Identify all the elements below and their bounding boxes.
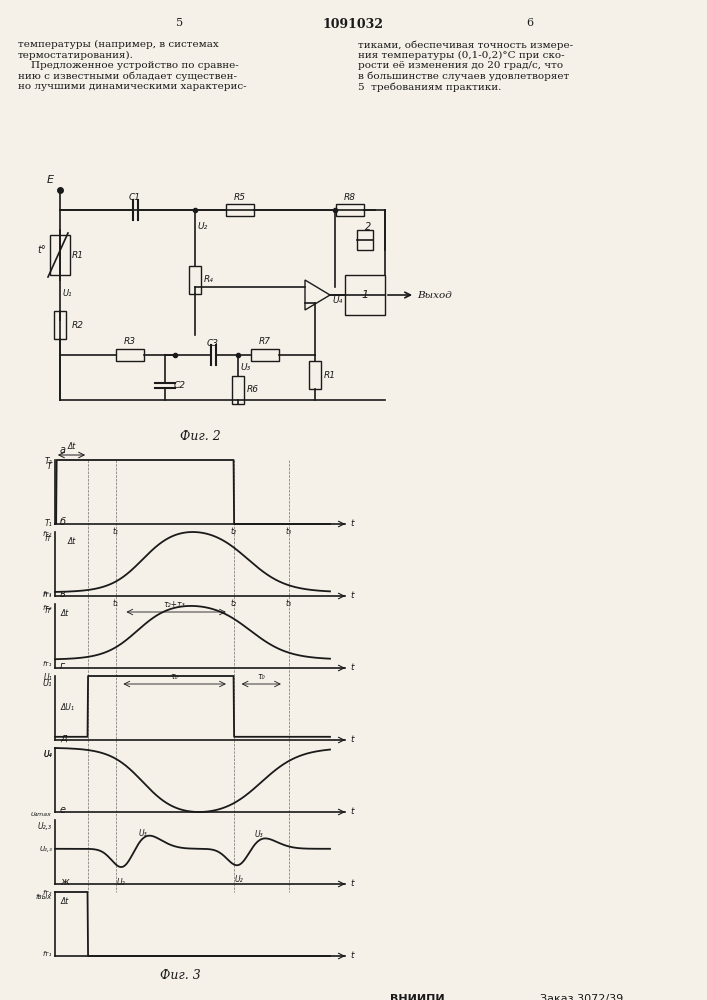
Text: U₂,₃: U₂,₃ <box>38 822 52 831</box>
Text: t: t <box>350 520 354 528</box>
Text: U₂: U₂ <box>117 878 125 887</box>
Text: U₁: U₁ <box>42 679 52 688</box>
Bar <box>50 235 70 275</box>
Text: R8: R8 <box>344 192 356 202</box>
Text: д: д <box>60 733 66 743</box>
Text: U₄: U₄ <box>43 750 52 759</box>
Text: U₂: U₂ <box>197 222 207 231</box>
Text: тиками, обеспечивая точность измере-
ния температуры (0,1-0,2)°С при ско-
рости : тиками, обеспечивая точность измере- ния… <box>358 40 573 92</box>
Text: t₁: t₁ <box>112 599 119 608</box>
Text: U₃: U₃ <box>240 363 250 372</box>
Text: a: a <box>60 445 66 455</box>
Bar <box>189 266 201 294</box>
Text: U₂,₃: U₂,₃ <box>39 846 52 852</box>
Text: t₃: t₃ <box>286 527 292 536</box>
Text: Δt: Δt <box>60 609 69 618</box>
Text: fт₂: fт₂ <box>42 605 52 611</box>
Text: U₄: U₄ <box>332 296 342 305</box>
Text: ж: ж <box>60 877 69 887</box>
Text: C2: C2 <box>174 380 186 389</box>
Bar <box>54 311 66 339</box>
Text: fт: fт <box>45 534 52 543</box>
Text: fт₁: fт₁ <box>42 592 52 598</box>
Bar <box>116 349 144 361</box>
Text: 6: 6 <box>527 18 534 28</box>
Text: T₁: T₁ <box>45 518 52 528</box>
Text: е: е <box>60 805 66 815</box>
Text: в: в <box>60 589 66 599</box>
Text: U₃: U₃ <box>139 829 147 838</box>
Text: г: г <box>60 661 65 671</box>
Text: Δt: Δt <box>67 537 76 546</box>
Text: fт₁: fт₁ <box>42 661 52 667</box>
Text: R1: R1 <box>72 250 84 259</box>
Text: U₄max: U₄max <box>31 812 52 818</box>
Bar <box>309 361 321 389</box>
Text: τ₀: τ₀ <box>171 672 178 681</box>
Text: R1: R1 <box>324 370 336 379</box>
Text: Δt: Δt <box>60 897 69 906</box>
Text: T: T <box>47 462 52 471</box>
Text: T₂: T₂ <box>45 456 52 466</box>
Text: fт₂: fт₂ <box>42 890 52 896</box>
Text: б: б <box>60 517 66 527</box>
Text: 1: 1 <box>361 290 368 300</box>
Text: t: t <box>350 880 354 888</box>
Bar <box>336 204 364 216</box>
Text: U₁: U₁ <box>63 288 73 298</box>
Bar <box>251 349 279 361</box>
Text: t: t <box>350 952 354 960</box>
Text: t: t <box>350 664 354 672</box>
Text: t₃: t₃ <box>286 599 292 608</box>
Bar <box>232 376 244 404</box>
Text: температуры (например, в системах
термостатирования).
    Предложенное устройств: температуры (например, в системах термос… <box>18 40 247 91</box>
Text: t: t <box>350 736 354 744</box>
Bar <box>357 230 373 250</box>
Text: t: t <box>350 808 354 816</box>
Text: 5: 5 <box>177 18 184 28</box>
Text: U₄: U₄ <box>43 750 52 759</box>
Text: R5: R5 <box>234 192 246 202</box>
Text: Фиг. 2: Фиг. 2 <box>180 430 221 443</box>
Text: R6: R6 <box>247 385 259 394</box>
Text: t₂: t₂ <box>230 527 237 536</box>
Text: τ₀: τ₀ <box>257 672 265 681</box>
Text: U₂: U₂ <box>235 875 244 884</box>
Text: R7: R7 <box>259 338 271 347</box>
Text: U₃: U₃ <box>255 830 263 839</box>
Text: Заказ 3072/39: Заказ 3072/39 <box>540 994 624 1000</box>
Text: fт₁: fт₁ <box>42 951 52 957</box>
Text: R₄: R₄ <box>204 275 214 284</box>
Text: R2: R2 <box>72 320 84 330</box>
Text: R3: R3 <box>124 338 136 347</box>
Text: E: E <box>47 175 54 185</box>
Text: ВНИИПИ: ВНИИПИ <box>390 994 445 1000</box>
Text: τ₂+τ₃: τ₂+τ₃ <box>164 600 185 609</box>
Text: ΔU₁: ΔU₁ <box>60 704 74 712</box>
Bar <box>226 204 254 216</box>
Text: t°: t° <box>37 245 47 255</box>
Text: t₁: t₁ <box>112 527 119 536</box>
Text: Δt: Δt <box>67 442 76 451</box>
Bar <box>345 275 385 315</box>
Text: t₂: t₂ <box>230 599 237 608</box>
Text: C1: C1 <box>129 194 141 202</box>
Text: t: t <box>350 591 354 600</box>
Text: Фиг. 3: Фиг. 3 <box>160 969 200 982</box>
Text: fвых: fвых <box>36 894 52 900</box>
Text: U₁: U₁ <box>43 672 52 682</box>
Text: 2: 2 <box>365 222 371 232</box>
Text: fт: fт <box>45 606 52 615</box>
Text: 1091032: 1091032 <box>322 18 383 31</box>
Text: fт₁: fт₁ <box>42 591 52 597</box>
Text: fт₂: fт₂ <box>42 531 52 537</box>
Text: Выход: Выход <box>417 290 452 300</box>
Text: C3: C3 <box>207 338 219 348</box>
